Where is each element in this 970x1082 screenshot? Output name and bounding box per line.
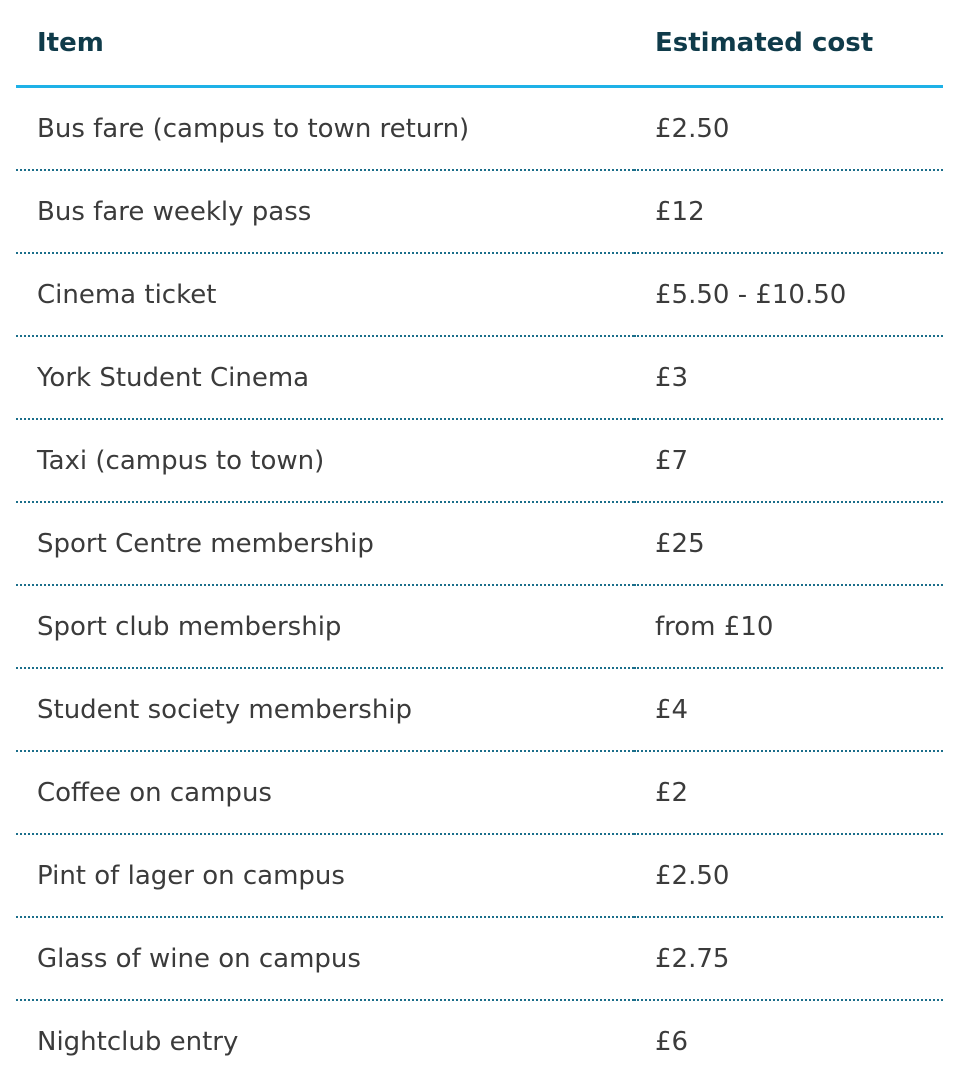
item-cell: Student society membership [16, 668, 634, 752]
cost-cell: £2.50 [634, 834, 943, 918]
item-cell: Nightclub entry [37, 1026, 239, 1057]
cost-cell: £25 [634, 502, 943, 586]
item-cell: Sport club membership [16, 585, 634, 669]
item-cell: York Student Cinema [16, 336, 634, 420]
item-cell: Taxi (campus to town) [16, 419, 634, 503]
table-row: Glass of wine on campus £2.75 [16, 917, 943, 1001]
table-row: Student society membership £4 [16, 668, 943, 752]
cost-cell: £4 [634, 668, 943, 752]
table-row: Taxi (campus to town) £7 [16, 419, 943, 503]
header-row: Item Estimated cost [16, 0, 943, 88]
table-row: Bus fare (campus to town return) £2.50 [16, 86, 943, 171]
table-row: Sport club membership from £10 [16, 585, 943, 669]
cost-cell: £3 [634, 336, 943, 420]
table-row: Nightclub entry £6 [16, 1000, 943, 1082]
table-row: Coffee on campus £2 [16, 751, 943, 835]
item-cell: Sport Centre membership [16, 502, 634, 586]
header-estimated-cost: Estimated cost [634, 0, 943, 88]
item-cell: Coffee on campus [16, 751, 634, 835]
item-cell: Bus fare weekly pass [16, 170, 634, 254]
cost-cell: £2 [634, 751, 943, 835]
cost-cell: £7 [634, 419, 943, 503]
cost-table: Item Estimated cost Bus fare (campus to … [16, 0, 943, 1082]
cost-cell: £12 [634, 170, 943, 254]
table-row: Cinema ticket £5.50 - £10.50 [16, 253, 943, 337]
cost-cell: £2.75 [634, 917, 943, 1001]
table-row: Bus fare weekly pass £12 [16, 170, 943, 254]
cost-cell: from £10 [634, 585, 943, 669]
header-item: Item [16, 0, 634, 88]
cost-cell: £6 [655, 1026, 689, 1057]
item-cell: Pint of lager on campus [16, 834, 634, 918]
item-cell: Bus fare (campus to town return) [16, 86, 634, 171]
table-row: York Student Cinema £3 [16, 336, 943, 420]
cost-cell: £2.50 [634, 86, 943, 171]
cost-cell: £5.50 - £10.50 [634, 253, 943, 337]
item-cell: Glass of wine on campus [16, 917, 634, 1001]
table-row: Pint of lager on campus £2.50 [16, 834, 943, 918]
item-cell: Cinema ticket [16, 253, 634, 337]
table-row: Sport Centre membership £25 [16, 502, 943, 586]
